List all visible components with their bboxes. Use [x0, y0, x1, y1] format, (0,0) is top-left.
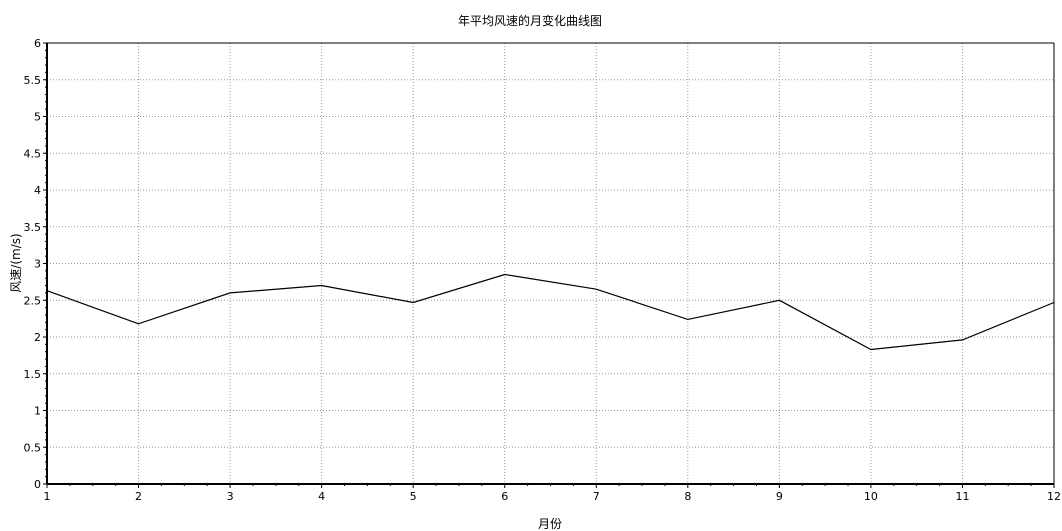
x-tick-label: 7: [593, 490, 600, 503]
y-tick-label: 5: [34, 111, 41, 124]
y-tick-label: 0.5: [24, 441, 42, 454]
x-tick-label: 9: [776, 490, 783, 503]
y-tick-label: 4.5: [24, 147, 42, 160]
x-tick-label: 4: [318, 490, 325, 503]
x-tick-label: 11: [955, 490, 969, 503]
series-line: [46, 273, 1055, 351]
y-tick-label: 2.5: [24, 294, 42, 307]
grid: [47, 43, 1054, 484]
x-tick-label: 3: [227, 490, 234, 503]
x-tick-label: 12: [1047, 490, 1061, 503]
x-tick-label: 8: [684, 490, 691, 503]
y-tick-label: 2: [34, 331, 41, 344]
y-axis-title: 风速/(m/s): [9, 233, 23, 292]
y-tick-label: 0: [34, 478, 41, 491]
y-tick-label: 6: [34, 37, 41, 50]
y-tick-label: 1: [34, 405, 41, 418]
x-tick-label: 6: [501, 490, 508, 503]
y-tick-label: 4: [34, 184, 41, 197]
axes: [43, 42, 1055, 488]
y-tick-label: 1.5: [24, 368, 42, 381]
y-tick-label: 3.5: [24, 221, 42, 234]
x-axis-title: 月份: [538, 517, 562, 531]
x-tick-label: 10: [864, 490, 878, 503]
y-tick-label: 3: [34, 258, 41, 271]
y-tick-label: 5.5: [24, 74, 42, 87]
series: [46, 273, 1055, 351]
x-tick-label: 1: [44, 490, 51, 503]
x-tick-label: 2: [135, 490, 142, 503]
x-tick-label: 5: [410, 490, 417, 503]
chart-title: 年平均风速的月变化曲线图: [458, 13, 602, 28]
